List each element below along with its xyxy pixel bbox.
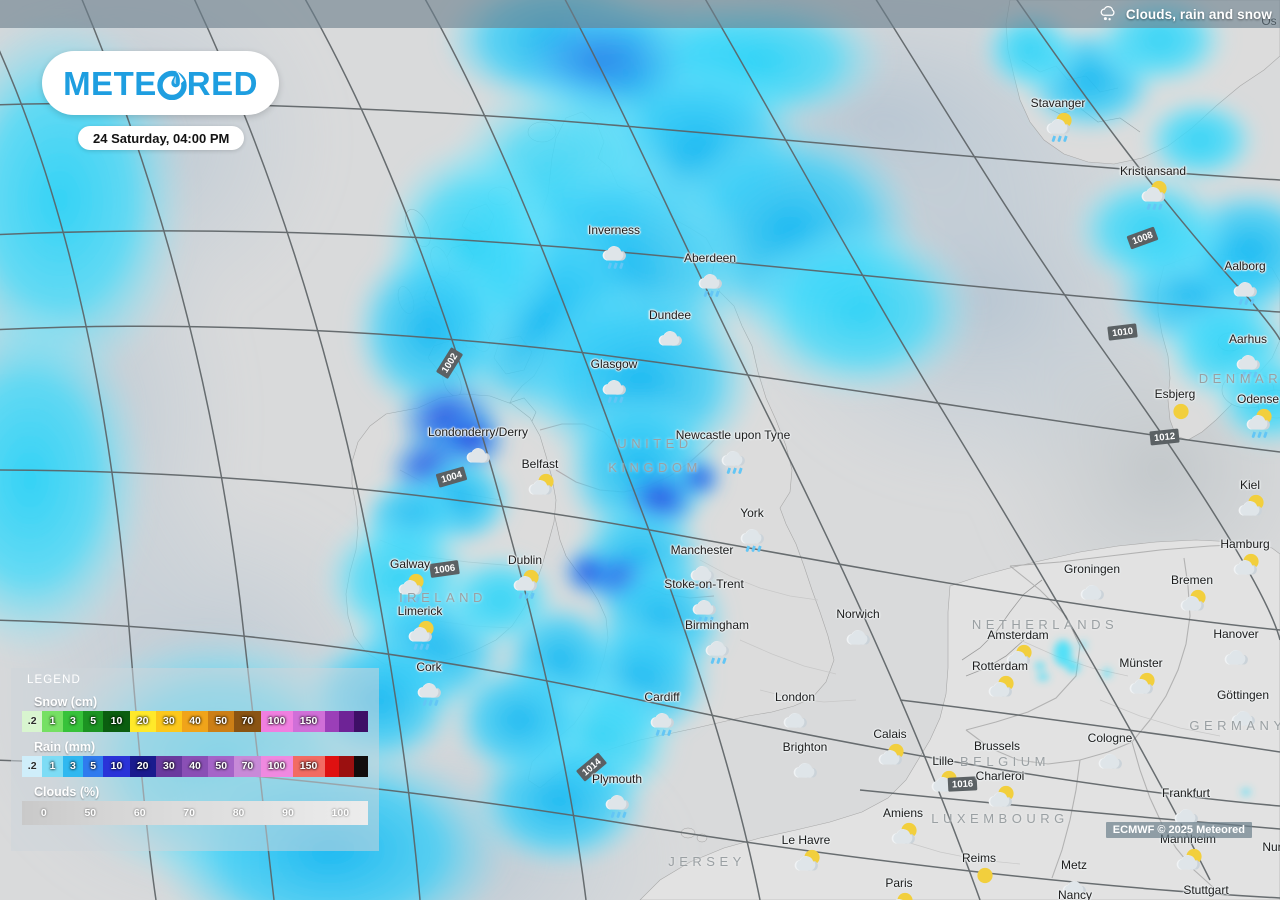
rain-label: Rain (mm) xyxy=(34,740,96,754)
forecast-timestamp[interactable]: 24 Saturday, 04:00 PM xyxy=(78,126,245,150)
scale-cell: 20 xyxy=(129,711,156,732)
timestamp-text: 24 Saturday, 04:00 PM xyxy=(93,130,230,146)
clouds-label: Clouds (%) xyxy=(34,785,100,799)
scale-cell: 100 xyxy=(260,711,293,732)
clouds-tick: 70 xyxy=(183,807,195,819)
scale-cell: 100 xyxy=(260,756,293,777)
top-header-band xyxy=(0,0,1280,28)
scale-cell: .2 xyxy=(22,711,43,732)
scale-cell xyxy=(324,711,340,732)
rain-scale-bar[interactable]: .2 1 3 5 10 20 30 40 50 70 100 150 xyxy=(22,756,369,777)
legend-snow-section: Snow (cm) .2 1 3 5 10 20 30 40 50 70 100 150 xyxy=(11,695,379,732)
scale-cell: 40 xyxy=(181,711,209,732)
scale-cell xyxy=(353,756,369,777)
cloud-rain-icon xyxy=(1099,6,1118,22)
scale-cell: 50 xyxy=(208,711,235,732)
scale-cell: 5 xyxy=(83,756,104,777)
scale-cell: 10 xyxy=(103,756,130,777)
scale-cell xyxy=(339,711,354,732)
layer-title-text: Clouds, rain and snow xyxy=(1125,6,1272,22)
precip-scattered xyxy=(1035,640,1251,796)
logo-o-droplet-icon xyxy=(157,67,187,100)
scale-cell: 30 xyxy=(155,711,182,732)
scale-cell: 30 xyxy=(155,756,182,777)
legend-title: LEGEND xyxy=(27,674,81,686)
scale-cell: 40 xyxy=(181,756,209,777)
scale-cell: 70 xyxy=(234,756,261,777)
logo-text-left: METE xyxy=(63,64,157,102)
scale-cell xyxy=(353,711,369,732)
clouds-tick: 90 xyxy=(282,807,294,819)
snow-label: Snow (cm) xyxy=(34,695,98,709)
attribution-text: ECMWF © 2025 Meteored xyxy=(1112,824,1245,836)
scale-cell: 10 xyxy=(103,711,130,732)
clouds-tick: 60 xyxy=(133,807,146,819)
logo-text-right: RED xyxy=(186,64,258,102)
scale-cell: 3 xyxy=(62,756,84,777)
clouds-tick: 0 xyxy=(40,807,47,819)
clouds-tick: 50 xyxy=(84,807,97,819)
layer-title[interactable]: Clouds, rain and snow xyxy=(1099,0,1272,28)
logo-wordmark: METE RED xyxy=(63,67,258,100)
legend-panel[interactable]: LEGEND Snow (cm) .2 1 3 5 10 20 30 40 50 70 100 150… xyxy=(11,668,379,851)
meteored-logo[interactable]: METE RED xyxy=(42,51,279,115)
clouds-tick: 100 xyxy=(331,807,350,819)
legend-clouds-section: Clouds (%) 0 50 60 70 80 90 100 xyxy=(11,785,379,825)
clouds-scale-bar[interactable]: 0 50 60 70 80 90 100 xyxy=(22,801,368,825)
scale-cell: 150 xyxy=(292,711,325,732)
snow-scale-bar[interactable]: .2 1 3 5 10 20 30 40 50 70 100 150 xyxy=(22,711,369,732)
scale-cell: 150 xyxy=(292,756,325,777)
scale-cell: 1 xyxy=(42,711,63,732)
scale-cell: 50 xyxy=(208,756,235,777)
clouds-tick: 80 xyxy=(232,807,245,819)
legend-rain-section: Rain (mm) .2 1 3 5 10 20 30 40 50 70 100 150 xyxy=(11,740,379,777)
map-attribution: ECMWF © 2025 Meteored xyxy=(1105,822,1252,838)
scale-cell: 1 xyxy=(42,756,63,777)
scale-cell: 3 xyxy=(62,711,84,732)
scale-cell xyxy=(324,756,340,777)
scale-cell: 70 xyxy=(234,711,261,732)
scale-cell xyxy=(339,756,354,777)
scale-cell: .2 xyxy=(22,756,43,777)
scale-cell: 5 xyxy=(83,711,104,732)
scale-cell: 20 xyxy=(129,756,156,777)
